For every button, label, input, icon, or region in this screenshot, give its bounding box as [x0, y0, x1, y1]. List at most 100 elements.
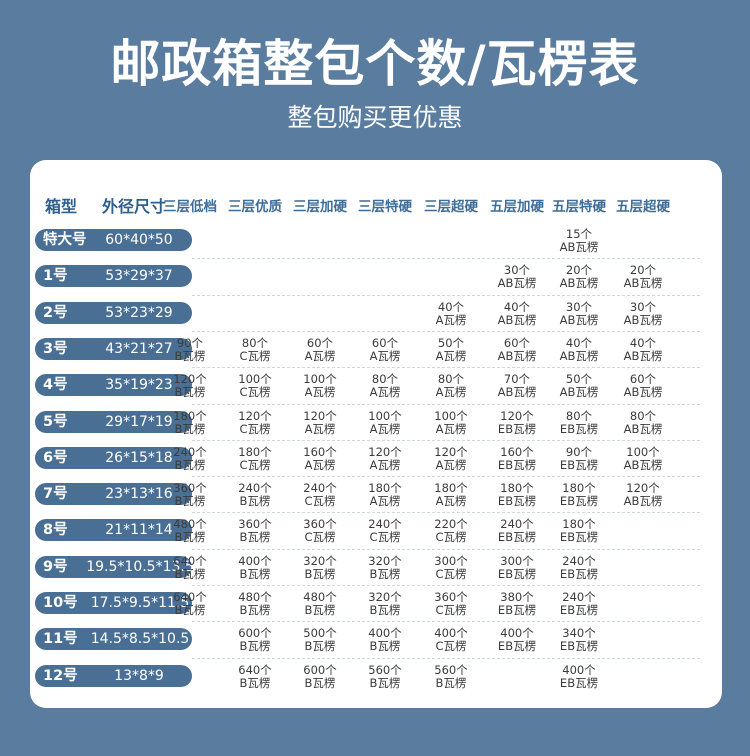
cell-flute-type: AB瓦楞: [623, 313, 663, 327]
cell-flute-type: B瓦楞: [239, 530, 271, 544]
quantity-cell: 500个 B瓦楞: [288, 627, 352, 653]
cell-count: 240个: [238, 481, 272, 495]
cell-count: 180个: [238, 445, 272, 459]
cell-count: 480个: [303, 590, 337, 604]
box-name: 11号: [43, 631, 78, 647]
cell-flute-type: EB瓦楞: [559, 603, 599, 617]
quantity-cell: 50个 AB瓦楞: [547, 373, 611, 399]
quantity-cell: 80个 A瓦楞: [353, 373, 417, 399]
cell-count: 560个: [368, 663, 402, 677]
cell-count: 120个: [500, 409, 534, 423]
cell-flute-type: AB瓦楞: [559, 349, 599, 363]
cell-flute-type: EB瓦楞: [559, 422, 599, 436]
cell-flute-type: B瓦楞: [174, 458, 206, 472]
row-divider: [192, 295, 700, 296]
column-header: 三层特硬: [358, 199, 412, 215]
box-row-label: 7号 23*13*16: [35, 483, 192, 505]
cell-count: 320个: [303, 554, 337, 568]
quantity-cell: 20个 AB瓦楞: [547, 264, 611, 290]
page-subtitle: 整包购买更优惠: [287, 103, 463, 132]
cell-flute-type: B瓦楞: [239, 603, 271, 617]
cell-flute-type: B瓦楞: [174, 530, 206, 544]
cell-count: 360个: [434, 590, 468, 604]
cell-flute-type: AB瓦楞: [559, 276, 599, 290]
cell-count: 100个: [238, 372, 272, 386]
quantity-cell: 400个 B瓦楞: [223, 555, 287, 581]
cell-flute-type: AB瓦楞: [497, 349, 537, 363]
cell-count: 160个: [303, 445, 337, 459]
cell-flute-type: C瓦楞: [304, 494, 336, 508]
cell-flute-type: AB瓦楞: [559, 240, 599, 254]
box-name: 4号: [43, 377, 68, 393]
cell-flute-type: EB瓦楞: [497, 567, 537, 581]
cell-count: 160个: [500, 445, 534, 459]
cell-count: 100个: [368, 409, 402, 423]
cell-flute-type: A瓦楞: [435, 494, 467, 508]
quantity-cell: 100个 C瓦楞: [223, 373, 287, 399]
cell-count: 120个: [368, 445, 402, 459]
quantity-cell: 160个 A瓦楞: [288, 446, 352, 472]
box-name: 6号: [43, 450, 68, 466]
box-row-label: 9号 19.5*10.5*13.5: [35, 556, 194, 578]
cell-flute-type: B瓦楞: [174, 603, 206, 617]
box-row-label: 12号 13*8*9: [35, 665, 192, 687]
cell-flute-type: B瓦楞: [174, 567, 206, 581]
quantity-cell: 120个 B瓦楞: [158, 373, 222, 399]
cell-flute-type: EB瓦楞: [559, 567, 599, 581]
quantity-cell: 340个 EB瓦楞: [547, 627, 611, 653]
cell-count: 40个: [565, 336, 593, 350]
cell-count: 300个: [434, 554, 468, 568]
cell-count: 500个: [303, 626, 337, 640]
cell-flute-type: C瓦楞: [304, 530, 336, 544]
cell-count: 60个: [503, 336, 531, 350]
cell-count: 90个: [565, 445, 593, 459]
cell-flute-type: A瓦楞: [435, 349, 467, 363]
quantity-cell: 240个 EB瓦楞: [485, 518, 549, 544]
cell-count: 180个: [562, 517, 596, 531]
cell-flute-type: C瓦楞: [435, 530, 467, 544]
box-dimensions: 23*13*16: [105, 486, 173, 502]
quantity-cell: 360个 B瓦楞: [223, 518, 287, 544]
cell-flute-type: EB瓦楞: [497, 422, 537, 436]
quantity-cell: 180个 EB瓦楞: [547, 518, 611, 544]
box-dimensions: 19.5*10.5*13.5: [86, 559, 194, 575]
cell-flute-type: A瓦楞: [435, 313, 467, 327]
cell-count: 50个: [565, 372, 593, 386]
quantity-cell: 400个 B瓦楞: [353, 627, 417, 653]
quantity-cell: 80个 A瓦楞: [419, 373, 483, 399]
box-name: 2号: [43, 305, 68, 321]
cell-flute-type: A瓦楞: [369, 494, 401, 508]
quantity-cell: 90个 EB瓦楞: [547, 446, 611, 472]
box-dimensions: 21*11*14: [105, 522, 173, 538]
cell-flute-type: C瓦楞: [239, 349, 271, 363]
cell-flute-type: C瓦楞: [239, 385, 271, 399]
quantity-cell: 40个 AB瓦楞: [547, 337, 611, 363]
quantity-cell: 320个 B瓦楞: [353, 591, 417, 617]
cell-count: 180个: [368, 481, 402, 495]
quantity-cell: 100个 AB瓦楞: [611, 446, 675, 472]
quantity-cell: 480个 B瓦楞: [288, 591, 352, 617]
cell-count: 400个: [434, 626, 468, 640]
quantity-cell: 20个 AB瓦楞: [611, 264, 675, 290]
column-header: 三层优质: [228, 199, 282, 215]
cell-count: 120个: [434, 445, 468, 459]
row-divider: [192, 258, 700, 259]
quantity-cell: 100个 A瓦楞: [353, 410, 417, 436]
cell-count: 60个: [629, 372, 657, 386]
cell-flute-type: EB瓦楞: [559, 676, 599, 690]
cell-count: 240个: [173, 445, 207, 459]
cell-flute-type: B瓦楞: [239, 567, 271, 581]
cell-flute-type: EB瓦楞: [497, 603, 537, 617]
cell-flute-type: B瓦楞: [369, 676, 401, 690]
box-row-label: 特大号 60*40*50: [35, 229, 192, 251]
cell-count: 100个: [303, 372, 337, 386]
cell-flute-type: C瓦楞: [239, 458, 271, 472]
cell-count: 80个: [437, 372, 465, 386]
cell-flute-type: AB瓦楞: [623, 385, 663, 399]
cell-count: 320个: [368, 554, 402, 568]
quantity-cell: 30个 AB瓦楞: [485, 264, 549, 290]
column-header: 五层超硬: [616, 199, 670, 215]
cell-flute-type: B瓦楞: [369, 567, 401, 581]
quantity-cell: 240个 EB瓦楞: [547, 555, 611, 581]
quantity-cell: 40个 A瓦楞: [419, 301, 483, 327]
